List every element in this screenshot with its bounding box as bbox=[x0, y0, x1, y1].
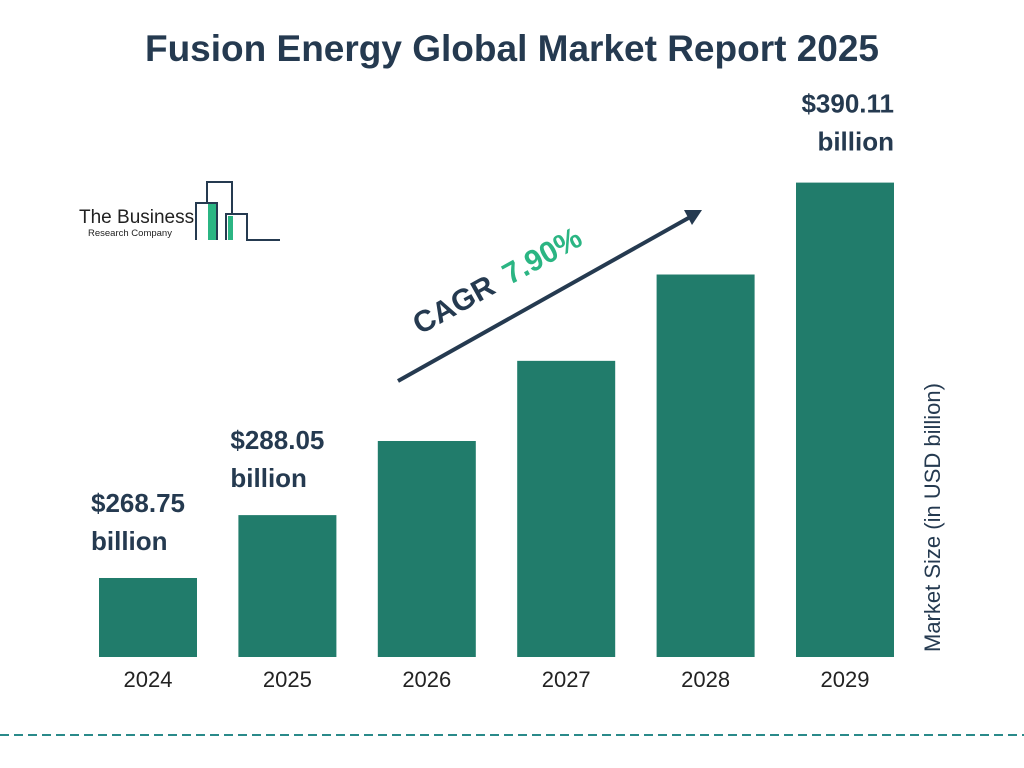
bar-2027 bbox=[517, 360, 616, 657]
logo-bar-green-1 bbox=[208, 203, 217, 240]
x-tick-label: 2025 bbox=[263, 667, 312, 692]
cagr-arrow bbox=[397, 214, 693, 383]
x-tick-label: 2024 bbox=[124, 667, 173, 692]
logo-outline bbox=[195, 181, 280, 241]
data-label: billion bbox=[817, 127, 894, 157]
x-tick-label: 2027 bbox=[542, 667, 591, 692]
logo: The Business Research Company bbox=[79, 181, 280, 241]
chart-title: Fusion Energy Global Market Report 2025 bbox=[144, 28, 880, 69]
x-tick-label: 2028 bbox=[681, 667, 730, 692]
cagr-arrowhead-icon bbox=[684, 210, 702, 225]
logo-line2: Research Company bbox=[88, 228, 172, 239]
bar-2024 bbox=[99, 577, 197, 657]
data-label: billion bbox=[91, 526, 168, 556]
x-tick-label: 2026 bbox=[402, 667, 451, 692]
data-label: billion bbox=[230, 463, 307, 493]
bar-2025 bbox=[238, 515, 337, 657]
y-axis-label: Market Size (in USD billion) bbox=[920, 383, 945, 652]
data-label: $268.75 bbox=[91, 488, 185, 518]
bar-2026 bbox=[377, 440, 476, 657]
cagr-annotation: CAGR 7.90% bbox=[397, 210, 702, 383]
x-tick-label: 2029 bbox=[821, 667, 870, 692]
data-label: $288.05 bbox=[230, 425, 324, 455]
bar-2028 bbox=[656, 274, 755, 657]
logo-bar-green-2 bbox=[228, 216, 233, 240]
data-label: $390.11 bbox=[801, 89, 894, 119]
bar-2029 bbox=[796, 182, 894, 658]
logo-line1: The Business bbox=[79, 207, 194, 228]
